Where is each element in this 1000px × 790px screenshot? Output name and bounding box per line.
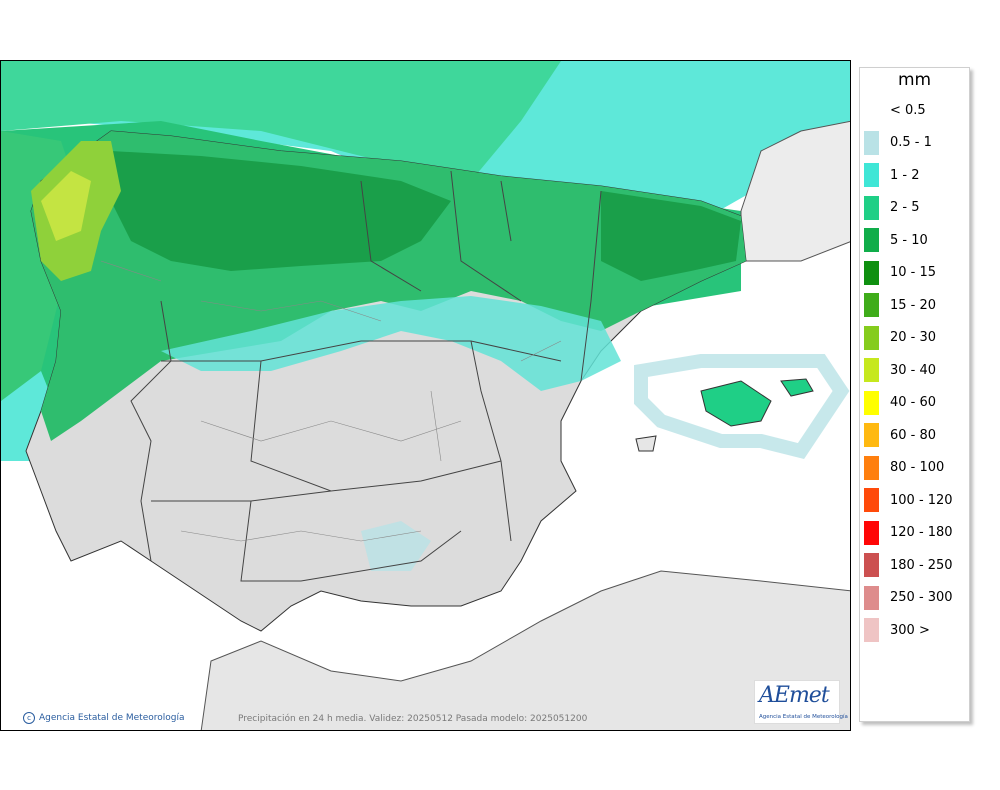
legend-swatch [864,553,879,577]
ibiza [635,435,657,452]
legend-label: 120 - 180 [890,525,953,540]
legend-item: 20 - 30 [864,325,937,350]
legend-item: 15 - 20 [864,293,936,317]
legend-unit: mm [897,70,932,90]
legend-item: 180 - 250 [864,553,953,577]
legend-swatch [864,228,879,252]
legend-swatch [864,325,879,350]
precip-balearic-halo [634,354,850,459]
legend-label: 2 - 5 [890,200,920,215]
legend-label: 1 - 2 [890,167,920,183]
precipitation-legend: mm < 0.5 0.5 - 1 1 - 2 2 - 5 5 - 10 10 - 15 15… [859,67,970,722]
legend-item: 1 - 2 [864,163,920,187]
precip-1-2-band [161,296,621,391]
legend-item: 100 - 120 [864,488,953,512]
aemet-logo: AEmet Agencia Estatal de Meteorología [754,680,848,724]
legend-swatch [864,195,879,220]
legend-item: 0.5 - 1 [864,130,932,155]
legend-label: 5 - 10 [890,232,928,248]
legend-label: 300 > [890,622,930,638]
precip-pyrenees [601,191,741,281]
sea-precip-cantabric [1,61,561,181]
mallorca [700,380,772,427]
legend-item: < 0.5 [864,98,926,122]
legend-label: 10 - 15 [890,265,937,280]
map-caption: Precipitación en 24 h media. Validez: 20… [238,714,588,724]
legend-label: 80 - 100 [890,460,945,475]
aemet-logo-word: AEmet [759,683,830,708]
legend-swatch [864,520,879,545]
legend-label: 40 - 60 [890,395,937,410]
region-borders [130,170,602,582]
legend-label: 20 - 30 [890,330,937,345]
legend-label: 100 - 120 [890,492,953,508]
legend-swatch [864,163,879,187]
legend-swatch [864,455,879,480]
precip-5-10 [111,151,451,271]
legend-label: 250 - 300 [890,590,953,605]
legend-item: 10 - 15 [864,260,937,285]
legend-item: 40 - 60 [864,390,937,415]
legend-swatch [864,260,879,285]
france-coast [740,120,850,262]
legend-swatch [864,358,879,382]
legend-label: 0.5 - 1 [890,135,932,150]
legend-swatch [864,585,879,610]
legend-label: 15 - 20 [890,297,937,313]
menorca [780,378,814,397]
precip-south-light [361,521,431,571]
legend-label: 60 - 80 [890,427,937,443]
agency-credit: c Agencia Estatal de Meteorología [23,712,185,724]
copyright-icon: c [23,712,35,724]
legend-swatch [864,98,879,122]
province-borders [100,260,562,542]
aemet-logo-subtitle: Agencia Estatal de Meteorología [759,714,848,720]
legend-label: 30 - 40 [890,362,937,378]
legend-swatch [864,488,879,512]
precipitation-map: c Agencia Estatal de Meteorología Precip… [0,60,851,731]
legend-swatch [864,130,879,155]
legend-item: 2 - 5 [864,195,920,220]
legend-item: 120 - 180 [864,520,953,545]
legend-swatch [864,423,879,447]
legend-swatch [864,293,879,317]
legend-item: 80 - 100 [864,455,945,480]
map-canvas [1,61,850,730]
legend-item: 300 > [864,618,930,642]
legend-item: 60 - 80 [864,423,936,447]
agency-credit-text: Agencia Estatal de Meteorología [39,713,185,723]
legend-label: 180 - 250 [890,557,953,573]
north-africa [200,570,850,730]
legend-item: 5 - 10 [864,228,928,252]
precip-galicia-high [41,171,91,241]
legend-swatch [864,390,879,415]
legend-item: 30 - 40 [864,358,936,382]
legend-item: 250 - 300 [864,585,953,610]
legend-swatch [864,618,879,642]
legend-label: < 0.5 [890,102,926,118]
